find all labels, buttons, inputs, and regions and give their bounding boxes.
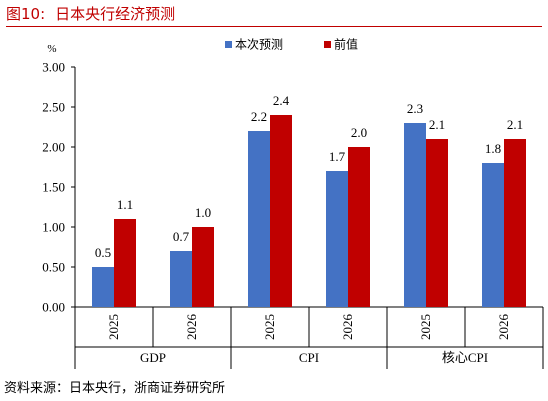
legend-previous-swatch <box>324 41 331 48</box>
x-category-label: 2025 <box>262 314 277 340</box>
bar-previous <box>114 219 136 307</box>
x-group-label: 核心CPI <box>442 350 488 365</box>
data-label: 2.4 <box>273 93 290 108</box>
y-tick-label: 2.50 <box>42 100 65 115</box>
x-group-label: GDP <box>140 350 166 365</box>
x-group-label: CPI <box>299 350 319 365</box>
legend-previous-label: 前值 <box>334 37 358 52</box>
bar-previous <box>270 115 292 307</box>
legend-current-label: 本次预测 <box>235 38 283 52</box>
data-label: 2.0 <box>351 125 367 140</box>
bar-previous <box>504 139 526 307</box>
bar-current <box>326 171 348 307</box>
y-tick-label: 1.00 <box>42 220 65 235</box>
data-label: 0.7 <box>173 229 190 244</box>
y-tick-label: 0.00 <box>42 300 65 315</box>
data-label: 2.3 <box>407 101 423 116</box>
bar-current <box>248 131 270 307</box>
figure-title: 日本央行经济预测 <box>55 5 176 23</box>
y-tick-label: 1.50 <box>42 180 65 195</box>
x-category-label: 2026 <box>184 314 199 341</box>
legend-current-swatch <box>225 41 232 48</box>
bar-current <box>170 251 192 307</box>
figure-number: 图10: <box>6 5 46 23</box>
data-label: 2.2 <box>251 109 267 124</box>
bar-current <box>92 267 114 307</box>
x-category-label: 2025 <box>106 314 121 340</box>
y-tick-label: 3.00 <box>42 60 65 75</box>
bar-current <box>404 123 426 307</box>
bar-previous <box>426 139 448 307</box>
data-label: 1.7 <box>329 149 346 164</box>
page-title: 图10: 日本央行经济预测 <box>6 3 542 27</box>
y-axis-unit: % <box>47 43 56 55</box>
bar-previous <box>348 147 370 307</box>
data-label: 2.1 <box>507 117 523 132</box>
y-tick-label: 0.50 <box>42 260 65 275</box>
bar-current <box>482 163 504 307</box>
data-label: 1.0 <box>195 205 211 220</box>
source-note: 资料来源：日本央行，浙商证券研究所 <box>4 381 226 396</box>
data-label: 0.5 <box>95 245 111 260</box>
data-label: 1.8 <box>485 141 501 156</box>
x-category-label: 2026 <box>496 314 511 341</box>
y-tick-label: 2.00 <box>42 140 65 155</box>
data-label: 1.1 <box>117 197 133 212</box>
x-category-label: 2025 <box>418 314 433 340</box>
bar-previous <box>192 227 214 307</box>
x-category-label: 2026 <box>340 314 355 341</box>
data-label: 2.1 <box>429 117 445 132</box>
